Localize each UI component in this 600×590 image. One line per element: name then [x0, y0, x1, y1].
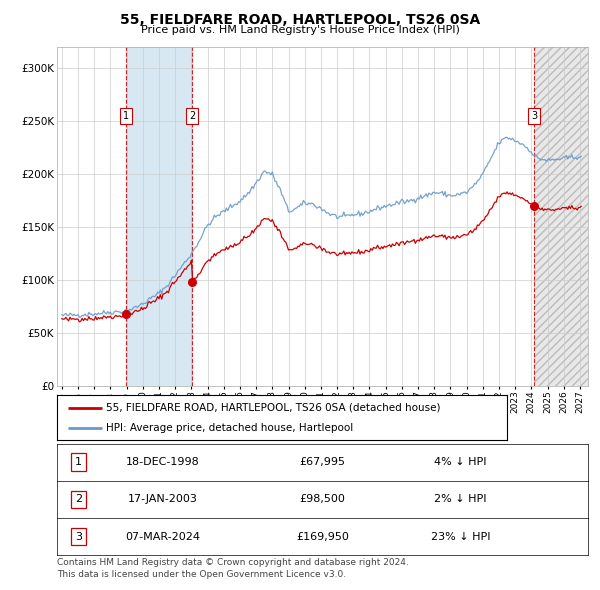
Text: 55, FIELDFARE ROAD, HARTLEPOOL, TS26 0SA: 55, FIELDFARE ROAD, HARTLEPOOL, TS26 0SA	[120, 13, 480, 27]
Text: £98,500: £98,500	[299, 494, 346, 504]
Bar	[535, 47, 596, 386]
Bar	[535, 47, 596, 386]
Text: 2: 2	[189, 111, 195, 121]
Text: 18-DEC-1998: 18-DEC-1998	[127, 457, 200, 467]
Text: 1: 1	[75, 457, 82, 467]
Text: HPI: Average price, detached house, Hartlepool: HPI: Average price, detached house, Hart…	[107, 424, 354, 434]
Text: 3: 3	[531, 111, 538, 121]
Text: 55, FIELDFARE ROAD, HARTLEPOOL, TS26 0SA (detached house): 55, FIELDFARE ROAD, HARTLEPOOL, TS26 0SA…	[107, 403, 441, 412]
Text: 4% ↓ HPI: 4% ↓ HPI	[434, 457, 487, 467]
Text: 1: 1	[123, 111, 129, 121]
Text: £67,995: £67,995	[299, 457, 346, 467]
Text: 23% ↓ HPI: 23% ↓ HPI	[431, 532, 490, 542]
Bar	[126, 47, 192, 386]
Text: Price paid vs. HM Land Registry's House Price Index (HPI): Price paid vs. HM Land Registry's House …	[140, 25, 460, 35]
Text: 2: 2	[74, 494, 82, 504]
Text: £169,950: £169,950	[296, 532, 349, 542]
Text: 17-JAN-2003: 17-JAN-2003	[128, 494, 198, 504]
Text: 2% ↓ HPI: 2% ↓ HPI	[434, 494, 487, 504]
Text: 3: 3	[75, 532, 82, 542]
Text: 07-MAR-2024: 07-MAR-2024	[126, 532, 200, 542]
Text: Contains HM Land Registry data © Crown copyright and database right 2024.
This d: Contains HM Land Registry data © Crown c…	[57, 558, 409, 579]
